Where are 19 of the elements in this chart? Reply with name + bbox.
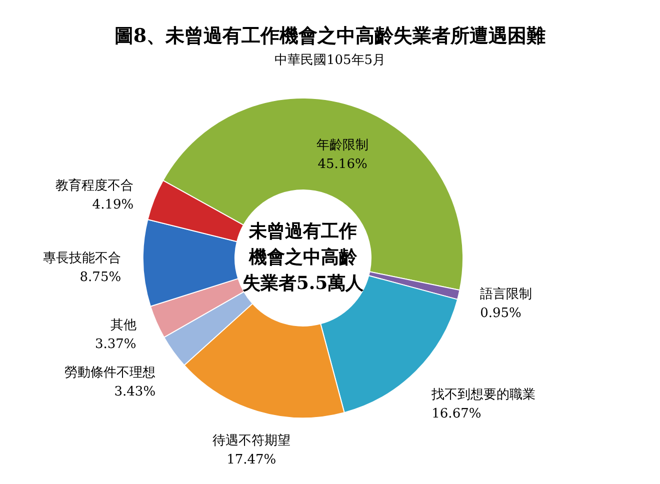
slice-label: 語言限制	[480, 286, 532, 302]
text: 未曾過有工作機會之中高齡失業者5.5萬人	[242, 220, 364, 296]
slice-label: 找不到想要的職業	[430, 388, 536, 403]
slice-label: 教育程度不合	[56, 177, 134, 194]
slice-label: 勞動條件不理想	[64, 366, 156, 381]
data-label: 16.67%	[432, 406, 482, 422]
data-label: 4.19%	[92, 197, 134, 212]
chart-subtitle: 中華民國105年5月	[274, 53, 386, 68]
slice-label: 專長技能不合	[43, 250, 122, 266]
data-label: 3.37%	[94, 337, 136, 352]
data-label: 17.47%	[226, 452, 276, 468]
data-label: 0.95%	[480, 306, 522, 321]
data-label: 8.75%	[80, 270, 122, 285]
slice-label: 年齡限制	[316, 138, 369, 154]
slice-label: 待遇不符期望	[212, 434, 290, 449]
data-label: 3.43%	[114, 384, 156, 400]
data-label: 45.16%	[318, 157, 368, 172]
slice-label: 其他	[110, 318, 136, 334]
chart-title: 圖8、未曾過有工作機會之中高齡失業者所遭遇困難	[114, 25, 546, 47]
